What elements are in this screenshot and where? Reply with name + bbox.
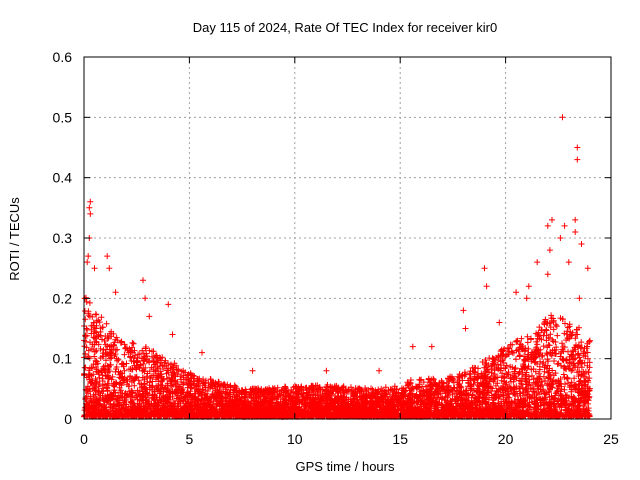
data-point bbox=[99, 378, 106, 384]
data-point bbox=[349, 390, 356, 397]
data-point bbox=[103, 320, 110, 327]
data-point bbox=[162, 384, 169, 391]
data-point bbox=[131, 382, 138, 389]
data-point bbox=[481, 364, 488, 371]
data-point bbox=[117, 339, 124, 346]
data-point bbox=[478, 370, 485, 377]
data-point bbox=[527, 385, 534, 391]
data-point bbox=[104, 380, 111, 387]
data-point bbox=[86, 376, 93, 383]
data-point bbox=[356, 393, 363, 400]
data-point bbox=[514, 337, 521, 344]
data-point bbox=[119, 360, 126, 367]
data-point bbox=[531, 400, 538, 407]
data-point bbox=[104, 387, 111, 394]
chart-title: Day 115 of 2024, Rate Of TEC Index for r… bbox=[193, 20, 497, 35]
data-point bbox=[146, 347, 153, 354]
data-point bbox=[550, 380, 557, 387]
data-point bbox=[149, 353, 155, 360]
data-point bbox=[100, 387, 107, 394]
data-point bbox=[98, 314, 105, 321]
data-point bbox=[213, 395, 220, 402]
data-point bbox=[562, 320, 568, 327]
data-point bbox=[146, 368, 153, 375]
data-point bbox=[507, 363, 514, 370]
data-point bbox=[526, 403, 532, 410]
data-point bbox=[554, 332, 561, 339]
data-point bbox=[127, 354, 134, 361]
data-point bbox=[531, 401, 538, 408]
data-point bbox=[542, 318, 549, 325]
data-point bbox=[121, 351, 128, 358]
data-point bbox=[560, 371, 567, 378]
data-point bbox=[163, 362, 170, 369]
data-point bbox=[544, 356, 551, 363]
data-point bbox=[121, 367, 128, 374]
data-point bbox=[586, 387, 593, 394]
data-point bbox=[123, 401, 130, 408]
data-point bbox=[494, 388, 501, 395]
data-point bbox=[467, 374, 474, 381]
data-point bbox=[101, 337, 108, 344]
data-point bbox=[549, 378, 556, 385]
data-point bbox=[578, 339, 585, 346]
data-point bbox=[584, 349, 591, 356]
data-point bbox=[137, 361, 144, 368]
data-point bbox=[337, 393, 344, 399]
data-point bbox=[83, 393, 90, 400]
data-point bbox=[114, 346, 121, 353]
data-point bbox=[559, 340, 565, 347]
data-point bbox=[565, 348, 571, 355]
data-point bbox=[552, 390, 559, 397]
data-point bbox=[536, 324, 543, 331]
data-point bbox=[553, 323, 560, 330]
data-point bbox=[552, 370, 559, 377]
data-point bbox=[543, 350, 550, 357]
data-point bbox=[391, 383, 398, 390]
data-point bbox=[513, 356, 519, 363]
data-point bbox=[469, 391, 476, 398]
data-point bbox=[113, 366, 120, 372]
data-point bbox=[466, 370, 473, 377]
data-point bbox=[107, 355, 113, 362]
data-point bbox=[86, 313, 93, 320]
data-point bbox=[328, 391, 335, 398]
data-point bbox=[525, 402, 532, 409]
data-point bbox=[561, 330, 568, 337]
data-point bbox=[90, 345, 97, 352]
data-point bbox=[584, 383, 591, 390]
data-point bbox=[97, 345, 104, 352]
data-point bbox=[554, 361, 561, 368]
data-point bbox=[553, 389, 560, 395]
data-point bbox=[122, 344, 129, 351]
data-point bbox=[222, 382, 228, 389]
data-point bbox=[525, 345, 532, 352]
data-point bbox=[540, 343, 547, 350]
data-points bbox=[81, 114, 593, 420]
data-point bbox=[548, 315, 555, 322]
data-point bbox=[540, 359, 547, 366]
data-point bbox=[92, 311, 99, 318]
data-point bbox=[550, 338, 557, 345]
data-point bbox=[516, 352, 523, 359]
data-point bbox=[128, 393, 135, 400]
data-point bbox=[551, 358, 557, 364]
data-point bbox=[113, 334, 120, 341]
data-point bbox=[190, 378, 197, 385]
data-point bbox=[470, 381, 477, 387]
data-point bbox=[532, 368, 539, 375]
data-point bbox=[524, 333, 531, 340]
